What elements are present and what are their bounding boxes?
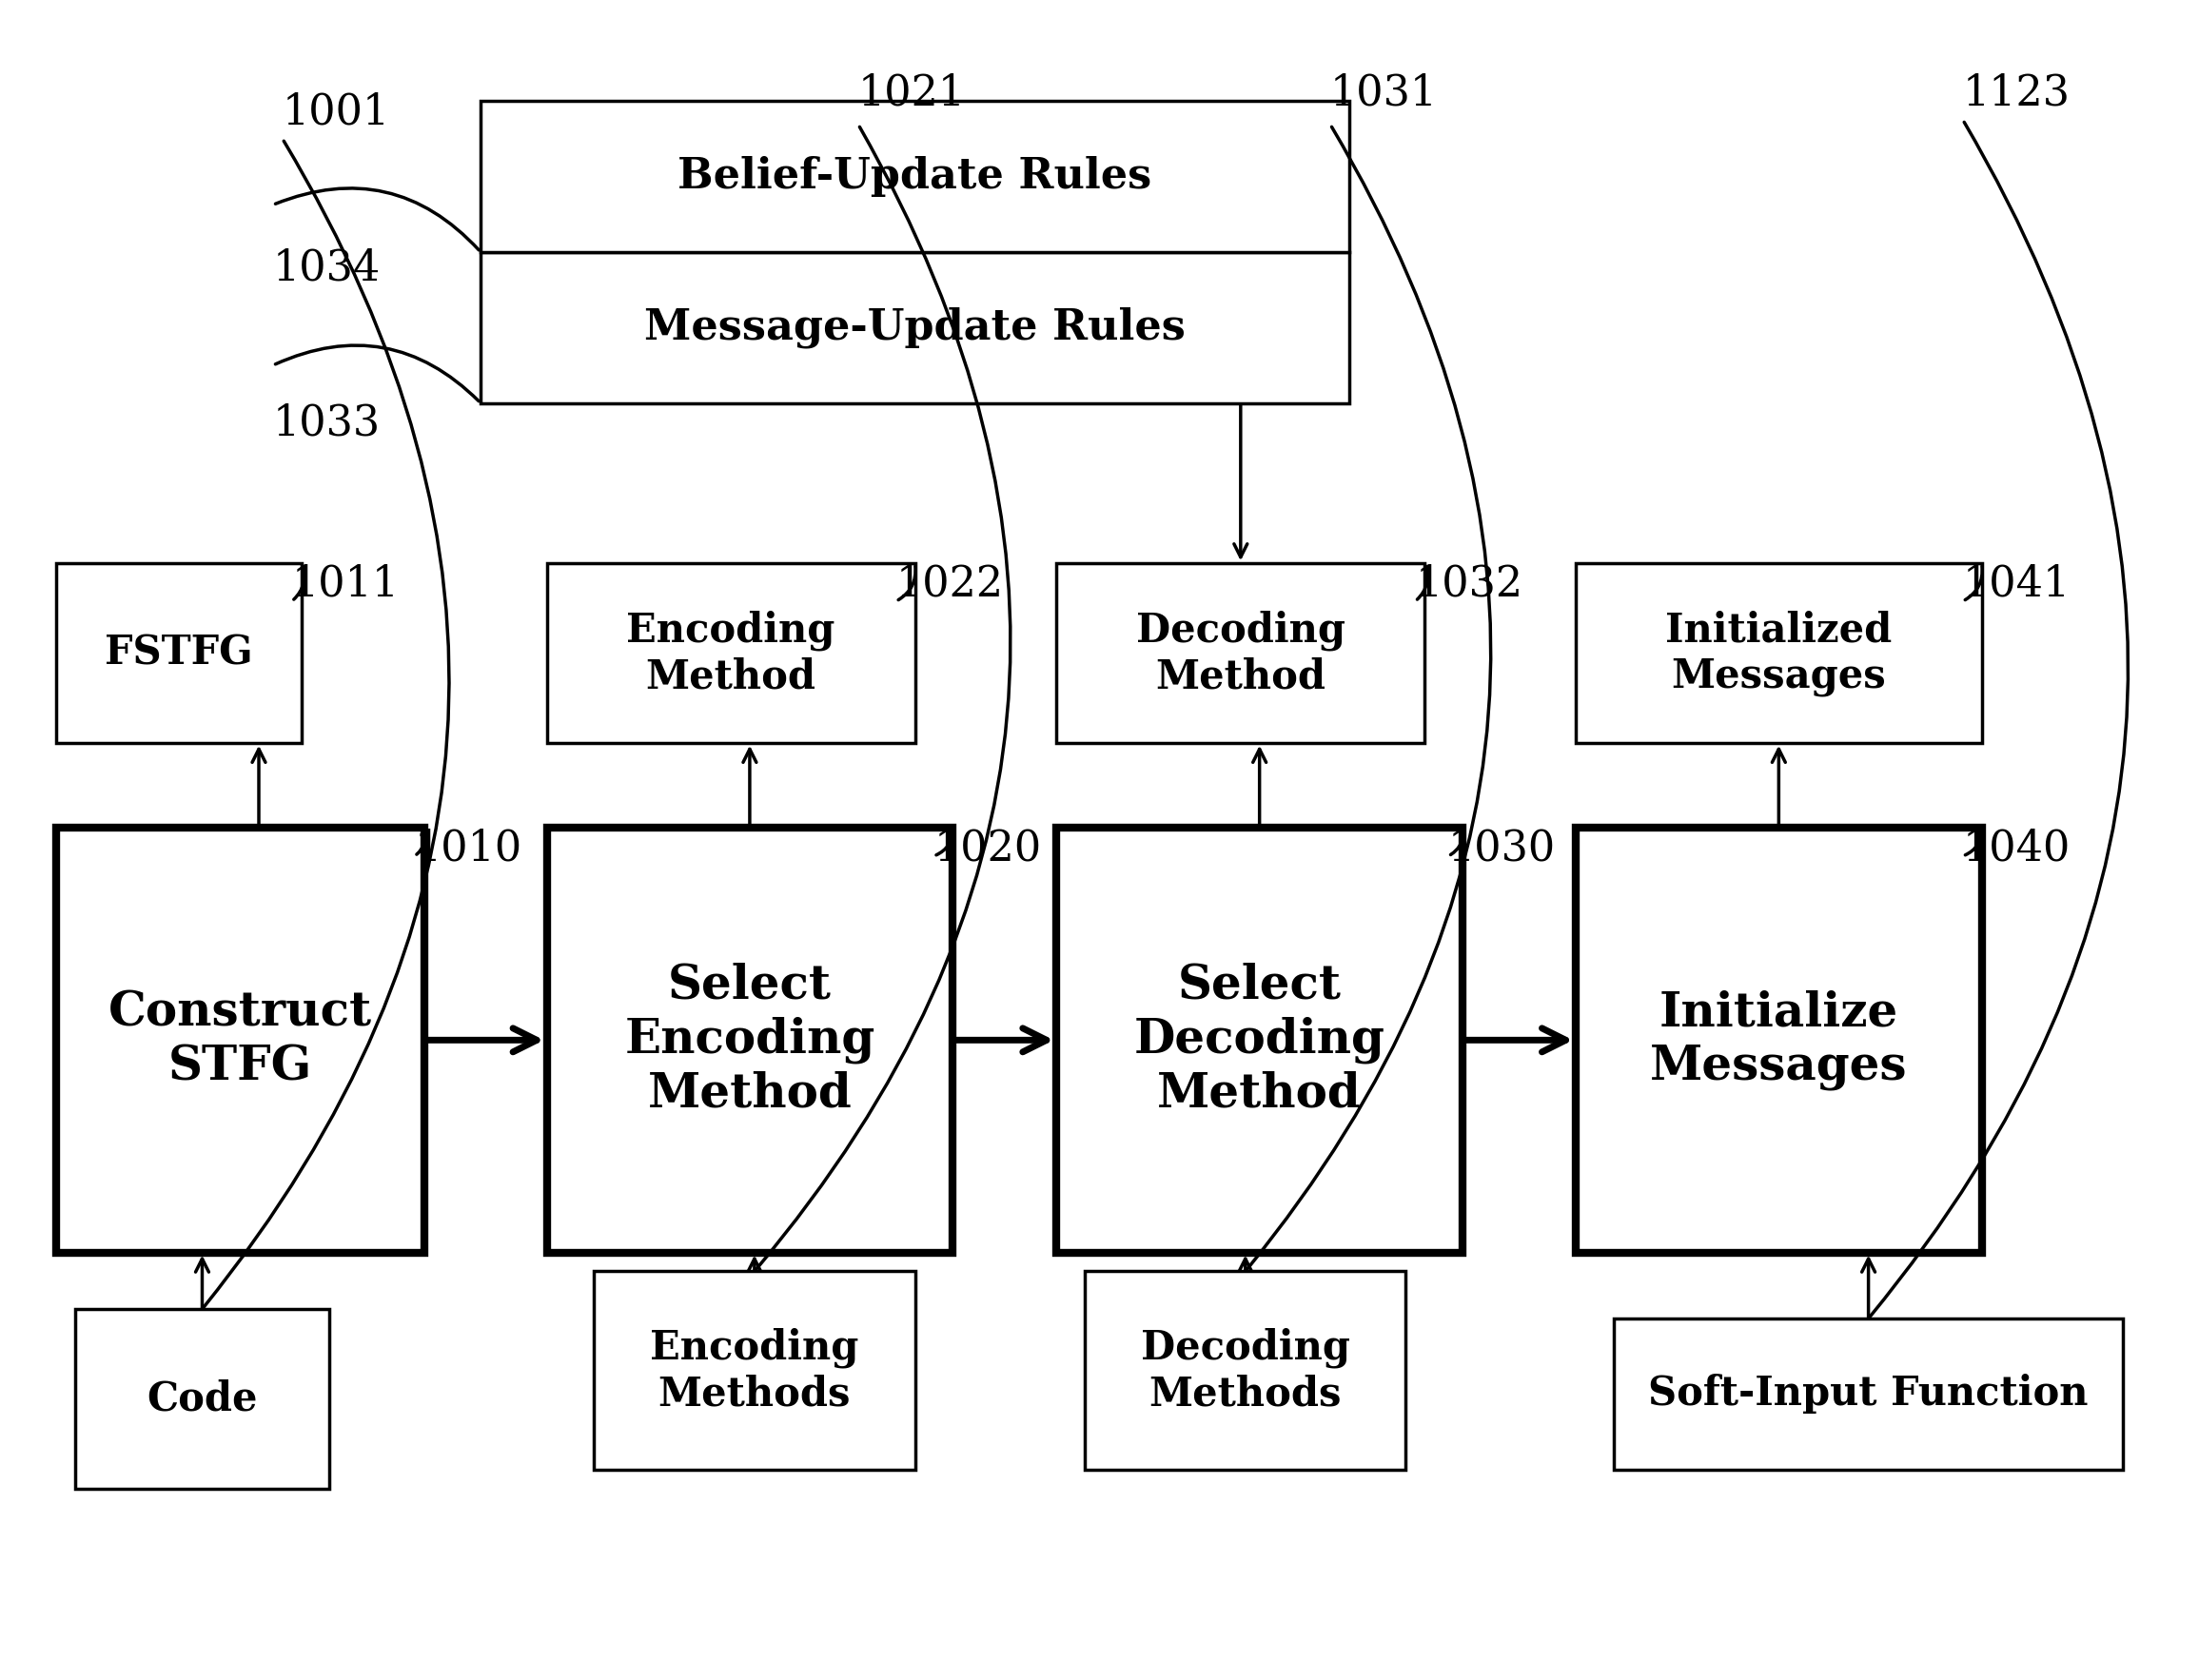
- Text: 1123: 1123: [1964, 72, 2071, 114]
- Bar: [548, 828, 952, 1253]
- Text: Soft-Input Function: Soft-Input Function: [1649, 1374, 2089, 1415]
- Bar: [55, 828, 424, 1253]
- Bar: [75, 1309, 330, 1488]
- Text: 1041: 1041: [1964, 563, 2071, 605]
- Text: Encoding
Method: Encoding Method: [627, 610, 836, 697]
- Text: 1001: 1001: [281, 91, 389, 133]
- Text: 1040: 1040: [1964, 828, 2071, 869]
- Text: 1033: 1033: [273, 403, 380, 444]
- Text: Select
Encoding
Method: Select Encoding Method: [625, 963, 875, 1117]
- Bar: [1614, 1319, 2124, 1470]
- Bar: [1577, 563, 1981, 743]
- Text: FSTFG: FSTFG: [106, 633, 253, 674]
- Text: 1031: 1031: [1330, 72, 1438, 114]
- Text: 1034: 1034: [273, 247, 380, 289]
- Text: 1020: 1020: [935, 828, 1042, 869]
- Text: 1011: 1011: [292, 563, 400, 605]
- Bar: [1056, 563, 1425, 743]
- Bar: [594, 1272, 915, 1470]
- Bar: [548, 563, 915, 743]
- Text: Code: Code: [147, 1379, 257, 1418]
- Text: Construct
STFG: Construct STFG: [108, 990, 372, 1090]
- Bar: [482, 252, 1350, 403]
- Text: Decoding
Method: Decoding Method: [1137, 610, 1346, 697]
- Bar: [1056, 828, 1462, 1253]
- Bar: [482, 101, 1350, 252]
- Text: 1030: 1030: [1449, 828, 1557, 869]
- Text: Select
Decoding
Method: Select Decoding Method: [1135, 963, 1385, 1117]
- Text: 1010: 1010: [416, 828, 523, 869]
- Text: 1022: 1022: [895, 563, 1003, 605]
- Text: Message-Update Rules: Message-Update Rules: [644, 307, 1185, 348]
- Text: Encoding
Methods: Encoding Methods: [651, 1327, 860, 1415]
- Text: Initialized
Messages: Initialized Messages: [1665, 610, 1891, 697]
- Bar: [55, 563, 301, 743]
- Text: Belief-Update Rules: Belief-Update Rules: [677, 156, 1152, 197]
- Text: Decoding
Methods: Decoding Methods: [1141, 1327, 1350, 1415]
- Bar: [1084, 1272, 1405, 1470]
- Text: 1021: 1021: [858, 72, 965, 114]
- Text: 1032: 1032: [1416, 563, 1524, 605]
- Text: Initialize
Messages: Initialize Messages: [1649, 990, 1907, 1090]
- Bar: [1577, 828, 1981, 1253]
